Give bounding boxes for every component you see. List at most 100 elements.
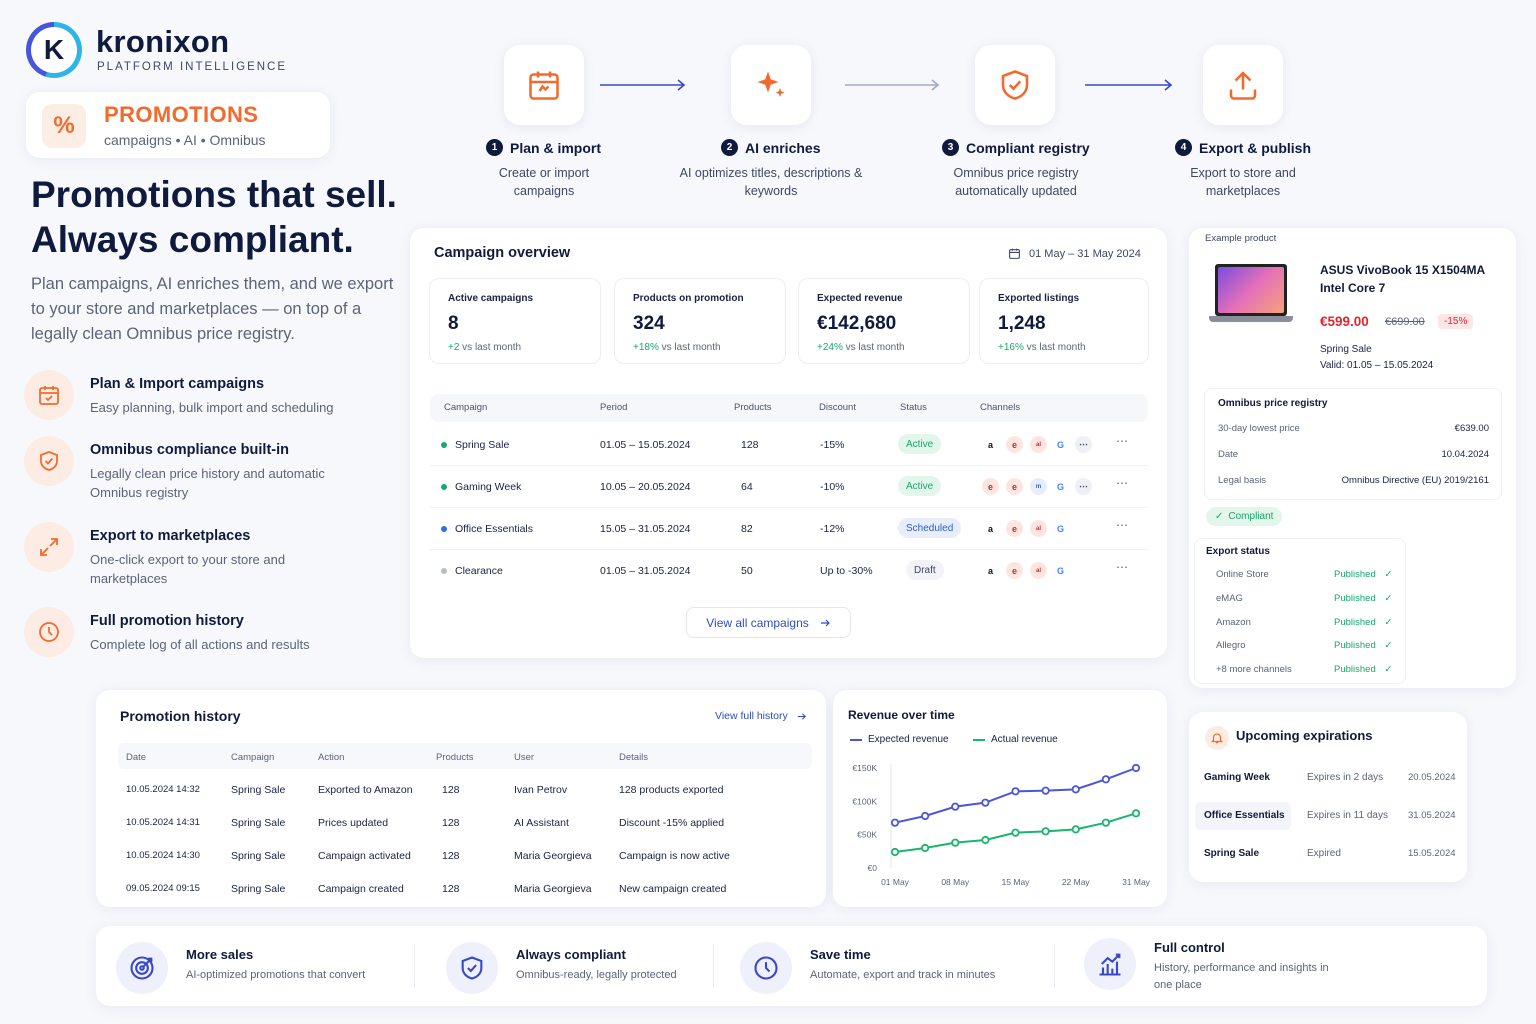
history-action: Campaign created <box>318 883 404 895</box>
divider <box>713 944 714 988</box>
channel-name: Online Store <box>1216 569 1269 580</box>
allegro-icon: al <box>1030 436 1047 453</box>
feature-desc: Easy planning, bulk import and schedulin… <box>90 400 334 415</box>
kpi-change-suffix: vs last month <box>1023 342 1086 353</box>
product-discount-badge: -15% <box>1438 314 1474 329</box>
table-row[interactable]: Clearance 01.05 – 31.05.2024 50 Up to -3… <box>430 550 1148 592</box>
date-range-picker[interactable]: 01 May – 31 May 2024 <box>1008 247 1141 260</box>
view-all-campaigns-button[interactable]: View all campaigns <box>686 607 851 638</box>
data-point <box>1101 818 1110 827</box>
sparkle-icon <box>731 45 811 125</box>
benefit-desc: AI-optimized promotions that convert <box>186 969 366 981</box>
laptop-screen <box>1215 264 1287 316</box>
emag-icon: e <box>1006 478 1023 495</box>
divider <box>1054 944 1055 988</box>
history-user: Maria Georgieva <box>514 850 592 862</box>
kpi-products-on-promotion: Products on promotion 324 +18% vs last m… <box>614 278 786 364</box>
campaign-name: Spring Sale <box>441 439 509 451</box>
benefit-desc: Automate, export and track in minutes <box>810 969 996 981</box>
amazon-icon: a <box>987 565 993 576</box>
laptop-base <box>1209 316 1293 322</box>
campaign-products: 64 <box>741 481 753 493</box>
history-campaign: Spring Sale <box>231 850 286 862</box>
legend-actual: Actual revenue <box>973 734 1058 745</box>
step-title-text: AI enriches <box>745 139 821 156</box>
example-product-card: Example product ASUS VivoBook 15 X1504MA… <box>1189 228 1516 688</box>
step-4-title: 4 Export & publish <box>1175 139 1311 156</box>
row-menu-button[interactable]: ⋯ <box>1116 518 1128 532</box>
channel-status-text: Published <box>1334 617 1376 628</box>
more-channels-icon: ⋯ <box>1075 478 1092 495</box>
campaign-name: Office Essentials <box>441 523 533 535</box>
allegro-icon: al <box>1030 520 1047 537</box>
status-dot <box>441 526 447 533</box>
history-row: 10.05.2024 14:30 Spring Sale Campaign acti… <box>118 840 818 873</box>
data-point <box>1071 785 1080 794</box>
revenue-line-chart: €0 €50K €100K €150K 01 May 08 May 15 May 22 May… <box>852 763 1150 887</box>
table-row[interactable]: Office Essentials 15.05 – 31.05.2024 82 … <box>430 508 1148 550</box>
table-row[interactable]: Gaming Week 10.05 – 20.05.2024 64 -10% A… <box>430 466 1148 508</box>
benefit-title: Full control <box>1154 940 1225 955</box>
kpi-change-value: +2 <box>448 342 460 353</box>
data-point <box>921 811 930 821</box>
shield-check-icon <box>975 45 1055 125</box>
more-channels-icon: ⋯ <box>1075 436 1092 453</box>
kpi-change-value: +18% <box>633 342 659 353</box>
data-point <box>981 798 990 807</box>
history-user: Ivan Petrov <box>514 784 568 796</box>
google-icon: G <box>1056 523 1064 534</box>
channel-status-text: Published <box>1334 569 1376 580</box>
calendar-icon <box>504 45 584 125</box>
compliant-label: Compliant <box>1228 511 1274 522</box>
shield-check-icon <box>446 942 498 994</box>
campaign-name: Clearance <box>441 565 503 577</box>
table-row[interactable]: Spring Sale 01.05 – 15.05.2024 128 -15% … <box>430 424 1148 466</box>
brand-name: kronixon <box>96 24 230 59</box>
kpi-label: Expected revenue <box>817 293 903 304</box>
view-full-history-link[interactable]: View full history <box>715 710 807 722</box>
channel-status: Published ✓ <box>1334 569 1392 580</box>
target-icon <box>116 942 168 994</box>
emag-icon: e <box>982 478 999 495</box>
x-tick-label: 01 May <box>881 877 910 887</box>
row-menu-button[interactable]: ⋯ <box>1116 434 1128 448</box>
data-point <box>921 843 930 853</box>
benefit-full-control: Full control History, performance and in… <box>1064 926 1394 1006</box>
kpi-change-value: +16% <box>998 342 1024 353</box>
kpi-change-suffix: vs last month <box>459 342 522 353</box>
kpi-change-suffix: vs last month <box>658 342 721 353</box>
history-header-bg <box>118 743 812 769</box>
history-row: 10.05.2024 14:32 Spring Sale Exported to A… <box>118 774 818 807</box>
feature-desc: Legally clean price history and automati… <box>90 466 325 500</box>
campaign-discount: Up to -30% <box>820 565 873 577</box>
channel-name: Allegro <box>1216 640 1246 651</box>
google-icon: G <box>1056 481 1064 492</box>
feature-title: Export to marketplaces <box>90 528 251 544</box>
step-4-desc: Export to store and marketplaces <box>1190 166 1296 198</box>
benefit-title: More sales <box>186 947 254 962</box>
channel-status-text: Published <box>1334 640 1376 651</box>
history-products: 128 <box>442 850 460 862</box>
kpi-exported-listings: Exported listings 1,248 +16% vs last mon… <box>979 278 1149 364</box>
row-menu-button[interactable]: ⋯ <box>1116 560 1128 574</box>
check-icon: ✓ <box>1384 593 1393 604</box>
x-tick-label: 08 May <box>941 877 970 887</box>
date-range-text: 01 May – 31 May 2024 <box>1029 247 1141 260</box>
y-tick-label: €50K <box>857 830 877 840</box>
status-badge: Active <box>898 434 942 454</box>
col-discount: Discount <box>819 402 856 413</box>
campaign-discount: -10% <box>820 481 845 493</box>
export-status-title: Export status <box>1206 546 1270 557</box>
status-dot <box>441 568 447 575</box>
channel-name: Amazon <box>1216 617 1251 628</box>
col-date: Date <box>126 752 147 763</box>
expiration-name: Gaming Week <box>1204 772 1270 783</box>
feature-title: Full promotion history <box>90 613 244 629</box>
feature-title: Plan & Import campaigns <box>90 376 265 392</box>
row-menu-button[interactable]: ⋯ <box>1116 476 1128 490</box>
arrow-step-3 <box>1085 79 1173 91</box>
expiration-status: Expires in 11 days <box>1307 810 1388 821</box>
registry-value: €639.00 <box>1454 423 1489 434</box>
history-details: New campaign created <box>619 883 727 895</box>
compliant-badge: ✓ Compliant <box>1206 507 1283 526</box>
